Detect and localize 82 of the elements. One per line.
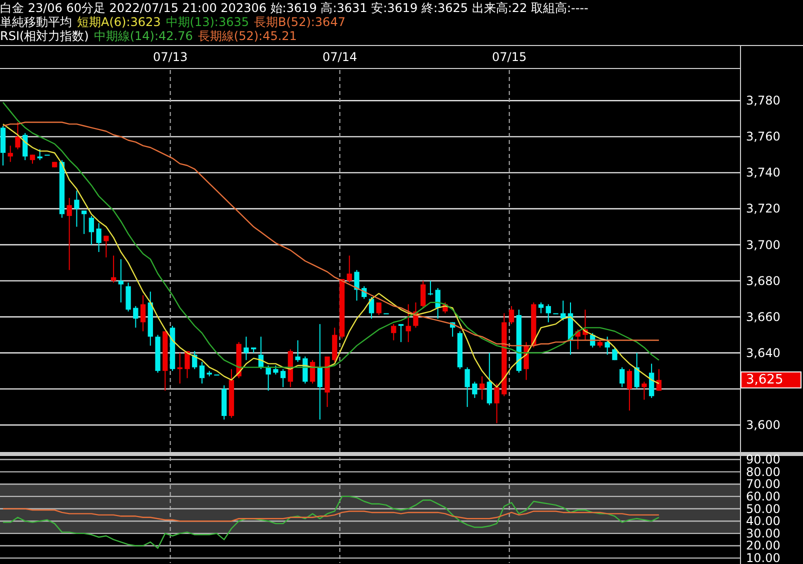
text: 長期B(52):3647	[254, 15, 346, 29]
candlestick	[648, 363, 654, 398]
y-tick-label: 3,760	[746, 130, 780, 144]
candlestick	[398, 324, 404, 343]
x-tick-label: 07/14	[322, 50, 358, 64]
text: 中期線(14):42.76	[94, 29, 193, 43]
line-series	[2, 508, 660, 522]
y-tick-label: 3,780	[746, 94, 780, 108]
candlestick	[74, 190, 80, 228]
candlestick	[8, 145, 13, 162]
y-tick-label: 80.00	[746, 464, 780, 479]
y-tick-label: 3,600	[746, 418, 780, 432]
text: 長期線(52):45.21	[198, 29, 297, 43]
y-tick-label: 3,720	[746, 202, 780, 216]
candlestick	[391, 324, 396, 341]
candlestick	[612, 346, 618, 361]
candlestick	[464, 366, 470, 408]
candlestick	[472, 381, 478, 398]
y-tick-label: 40.00	[746, 514, 780, 528]
candlestick	[634, 352, 640, 390]
legend-title: RSI(相対力指数)	[0, 29, 89, 43]
candlestick	[280, 368, 286, 388]
candlestick	[546, 304, 551, 323]
candlestick	[30, 154, 36, 164]
y-tick-label: 90.00	[746, 452, 780, 466]
candlestick	[126, 282, 131, 312]
candlestick	[420, 280, 426, 308]
text: 短期A(6):3623	[77, 15, 161, 29]
candlestick	[486, 352, 492, 406]
candlestick	[104, 235, 109, 258]
line-series	[2, 496, 660, 549]
x-tick-label: 07/15	[492, 50, 527, 64]
candlestick	[626, 368, 632, 412]
candlestick	[508, 306, 514, 325]
y-tick-label: 3,740	[746, 166, 780, 180]
y-tick-label: 30.00	[746, 526, 780, 540]
candlestick	[524, 342, 529, 380]
candlestick	[642, 381, 647, 400]
candlestick	[96, 222, 102, 252]
candlestick	[317, 324, 322, 420]
y-tick-label: 20.00	[746, 538, 780, 553]
y-tick-label: 50.00	[746, 502, 780, 516]
candlestick	[376, 302, 382, 316]
candlestick	[15, 122, 20, 150]
candlestick	[406, 304, 411, 343]
candlestick	[118, 258, 124, 303]
candlestick	[273, 365, 278, 376]
chart-title: 白金 23/06 60分足 2022/07/15 21:00 202306 始:3619 高:3631 安:3619 終:3625 出来高:22 取組高:----	[0, 1, 588, 15]
candlestick	[266, 365, 271, 392]
candlestick	[604, 336, 610, 356]
candlestick	[354, 270, 360, 302]
y-tick-label: 60.00	[746, 489, 780, 504]
candlestick	[346, 255, 352, 284]
y-tick-label: 10.00	[746, 551, 780, 564]
candlestick	[620, 366, 625, 388]
candlestick	[479, 376, 485, 400]
y-tick-label: 3,640	[746, 346, 780, 360]
y-tick-label: 3,660	[746, 310, 780, 324]
candlestick	[110, 255, 116, 284]
candlestick	[37, 148, 42, 161]
candlestick	[184, 350, 190, 379]
legend-title: 単純移動平均	[0, 15, 72, 29]
candlestick	[428, 280, 434, 296]
candlestick	[199, 361, 205, 384]
candlestick	[368, 296, 374, 320]
candlestick	[244, 336, 249, 361]
candlestick	[192, 350, 198, 370]
candlestick	[538, 302, 544, 314]
candlestick	[22, 132, 28, 161]
y-tick-label: 3,680	[746, 274, 780, 288]
text: 3,625	[746, 372, 784, 388]
y-tick-label: 70.00	[746, 477, 780, 492]
candlestick	[88, 215, 94, 246]
candlestick	[295, 340, 300, 362]
text: 中期(13):3635	[166, 15, 250, 29]
candlestick	[81, 210, 87, 234]
y-tick-label: 3,700	[746, 238, 780, 252]
candlestick	[494, 383, 500, 424]
x-tick-label: 07/13	[153, 50, 188, 64]
candlestick	[133, 306, 138, 328]
candlestick	[66, 197, 72, 271]
candlestick	[140, 294, 146, 332]
